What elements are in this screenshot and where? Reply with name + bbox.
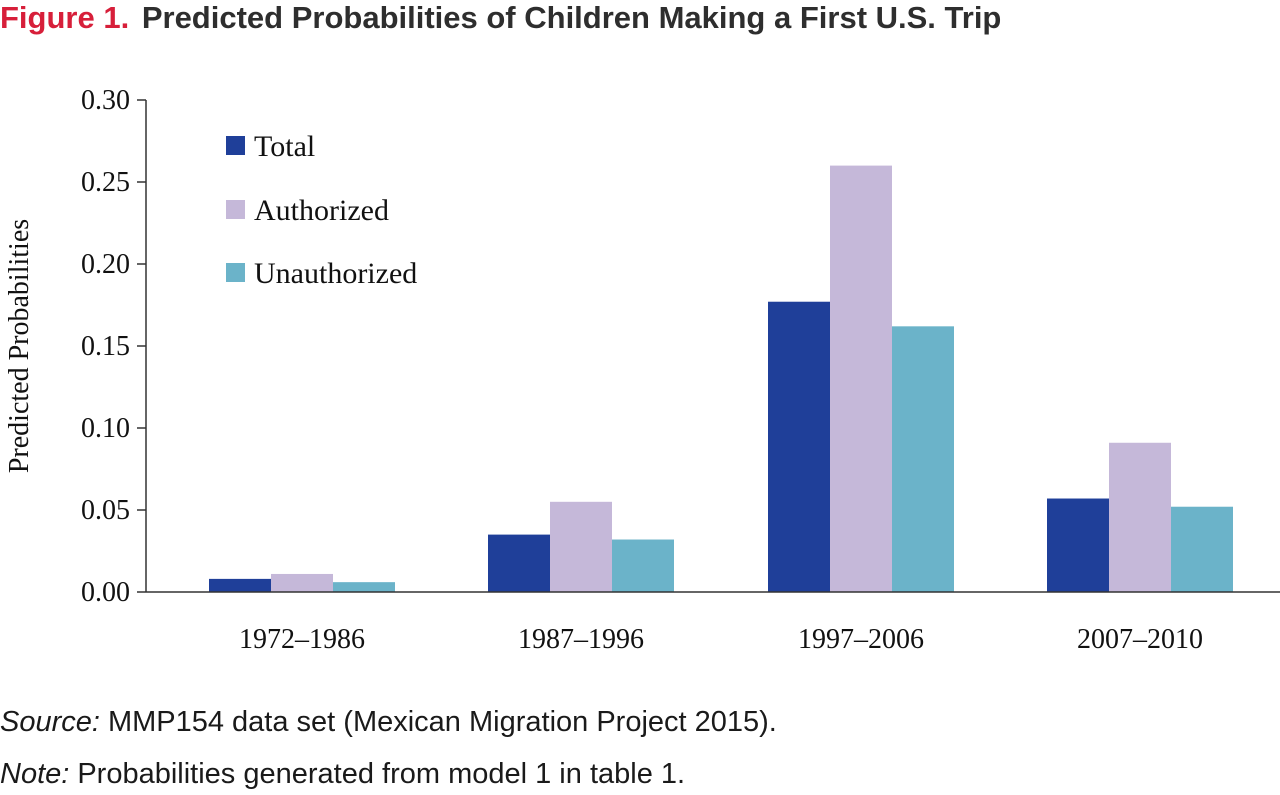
y-tick-label: 0.00 [81, 577, 130, 608]
source-text: MMP154 data set (Mexican Migration Proje… [107, 706, 777, 738]
x-tick-label: 1972–1986 [239, 624, 365, 655]
bar-authorized-3 [1109, 442, 1171, 592]
legend-swatch-unauthorized [226, 263, 245, 282]
legend-label-authorized: Authorized [254, 194, 389, 227]
x-tick-label: 2007–2010 [1077, 624, 1203, 655]
legend-swatch-authorized [226, 200, 245, 219]
legend-swatch-total [226, 136, 245, 155]
x-tick-label: 1997–2006 [798, 624, 924, 655]
x-tick-label: 1987–1996 [518, 624, 644, 655]
legend-label-unauthorized: Unauthorized [254, 257, 417, 290]
y-tick-label: 0.25 [81, 167, 130, 198]
note-text: Probabilities generated from model 1 in … [77, 758, 686, 790]
bar-chart: 0.00 0.05 0.10 0.15 0.20 0.25 0.30 Predicted Pr… [4, 85, 1280, 655]
y-tick-label: 0.10 [81, 413, 130, 444]
bar-unauthorized-3 [1171, 506, 1233, 592]
y-tick-label: 0.20 [81, 249, 130, 280]
bar-authorized-0 [271, 573, 333, 592]
figure-number: Figure 1. [0, 0, 130, 35]
bar-authorized-1 [550, 501, 612, 592]
bar-total-2 [768, 301, 830, 592]
y-tick-label: 0.30 [81, 85, 130, 116]
bar-unauthorized-2 [892, 326, 954, 592]
bar-total-0 [209, 578, 271, 592]
source-label: Source: [0, 706, 100, 738]
y-tick-label: 0.05 [81, 495, 130, 526]
bar-unauthorized-0 [333, 582, 395, 592]
y-tick-label: 0.15 [81, 331, 130, 362]
legend-label-total: Total [254, 130, 315, 163]
bar-authorized-2 [830, 165, 892, 592]
y-axis-title: Predicted Probabilities [4, 219, 35, 473]
figure-title: Figure 1. Predicted Probabilities of Chi… [0, 0, 1001, 38]
bar-unauthorized-1 [612, 539, 674, 592]
model-note: Note: Probabilities generated from model … [0, 756, 685, 792]
note-label: Note: [0, 758, 70, 790]
bar-total-1 [488, 534, 550, 592]
source-note: Source: MMP154 data set (Mexican Migratio… [0, 704, 777, 740]
bar-total-3 [1047, 498, 1109, 592]
figure-title-text: Predicted Probabilities of Children Maki… [141, 0, 1002, 35]
